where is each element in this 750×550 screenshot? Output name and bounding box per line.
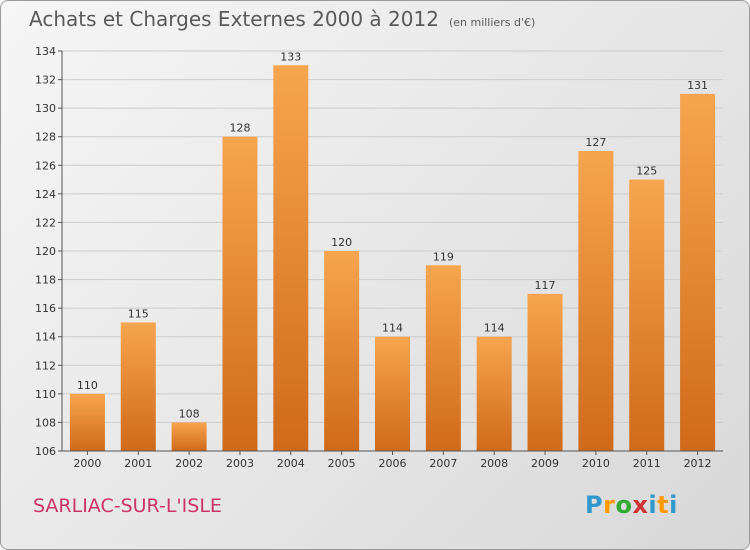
x-tick-label: 2006	[379, 457, 407, 470]
bar	[171, 422, 207, 451]
x-tick-label: 2009	[531, 457, 559, 470]
bar	[375, 336, 410, 451]
x-tick-label: 2003	[226, 457, 254, 470]
data-label: 128	[229, 122, 250, 135]
y-tick-label: 118	[35, 274, 56, 287]
bar	[629, 179, 665, 452]
commune-name: SARLIAC-SUR-L'ISLE	[33, 495, 222, 517]
chart-title: Achats et Charges Externes 2000 à 2012	[29, 7, 439, 31]
data-label: 120	[331, 236, 352, 249]
y-tick-label: 122	[35, 216, 56, 229]
data-label: 127	[585, 136, 606, 149]
y-tick-label: 114	[35, 331, 56, 344]
data-label: 119	[433, 250, 454, 263]
x-tick-label: 2004	[277, 457, 305, 470]
logo-letter: i	[648, 491, 658, 519]
y-tick-label: 126	[35, 159, 56, 172]
logo-letter: P	[585, 491, 604, 519]
y-tick-label: 132	[35, 74, 56, 87]
x-tick-label: 2001	[124, 457, 152, 470]
data-label: 117	[535, 279, 556, 292]
x-tick-label: 2000	[73, 457, 101, 470]
proxiti-logo[interactable]: Proxiti	[585, 491, 678, 519]
logo-letter: r	[603, 491, 616, 519]
bar	[476, 336, 512, 451]
x-tick-label: 2012	[684, 457, 712, 470]
data-label: 133	[280, 50, 301, 63]
y-tick-label: 124	[35, 188, 56, 201]
axes: 106 108 110 112 114 116 118 120 122 124 126 128 130 1…	[35, 45, 723, 470]
data-label: 131	[687, 79, 708, 92]
y-tick-label: 106	[35, 445, 56, 458]
y-tick-label: 110	[35, 388, 56, 401]
bar	[425, 265, 461, 451]
bar	[324, 251, 360, 451]
x-tick-label: 2005	[328, 457, 356, 470]
bar	[680, 93, 716, 451]
y-tick-label: 108	[35, 416, 56, 429]
y-tick-label: 130	[35, 102, 56, 115]
x-tick-label: 2010	[582, 457, 610, 470]
x-tick-label: 2011	[633, 457, 661, 470]
logo-letter: t	[657, 491, 670, 519]
y-tick-label: 120	[35, 245, 56, 258]
bar	[69, 393, 105, 451]
chart-title-block: Achats et Charges Externes 2000 à 2012 (e…	[29, 7, 535, 31]
data-label: 114	[382, 322, 403, 335]
logo-letter: i	[669, 491, 678, 519]
bar	[222, 136, 258, 451]
bars: 110 115 108 128 133 120 114 119 114 117 127 125 131	[69, 50, 716, 452]
y-tick-label: 116	[35, 302, 56, 315]
data-label: 114	[484, 322, 505, 335]
x-tick-label: 2007	[429, 457, 457, 470]
data-label: 108	[179, 407, 200, 420]
bar	[527, 293, 563, 451]
logo-letter: x	[632, 491, 649, 519]
logo-letter: o	[615, 491, 633, 519]
bar	[120, 322, 156, 451]
x-tick-label: 2002	[175, 457, 203, 470]
y-tick-label: 128	[35, 131, 56, 144]
data-label: 110	[77, 379, 98, 392]
y-tick-label: 134	[35, 45, 56, 58]
y-tick-label: 112	[35, 359, 56, 372]
chart-subtitle: (en milliers d'€)	[448, 16, 536, 29]
data-label: 125	[636, 165, 657, 178]
bar	[273, 65, 309, 452]
data-label: 115	[128, 307, 149, 320]
x-tick-label: 2008	[480, 457, 508, 470]
bar	[578, 151, 614, 451]
